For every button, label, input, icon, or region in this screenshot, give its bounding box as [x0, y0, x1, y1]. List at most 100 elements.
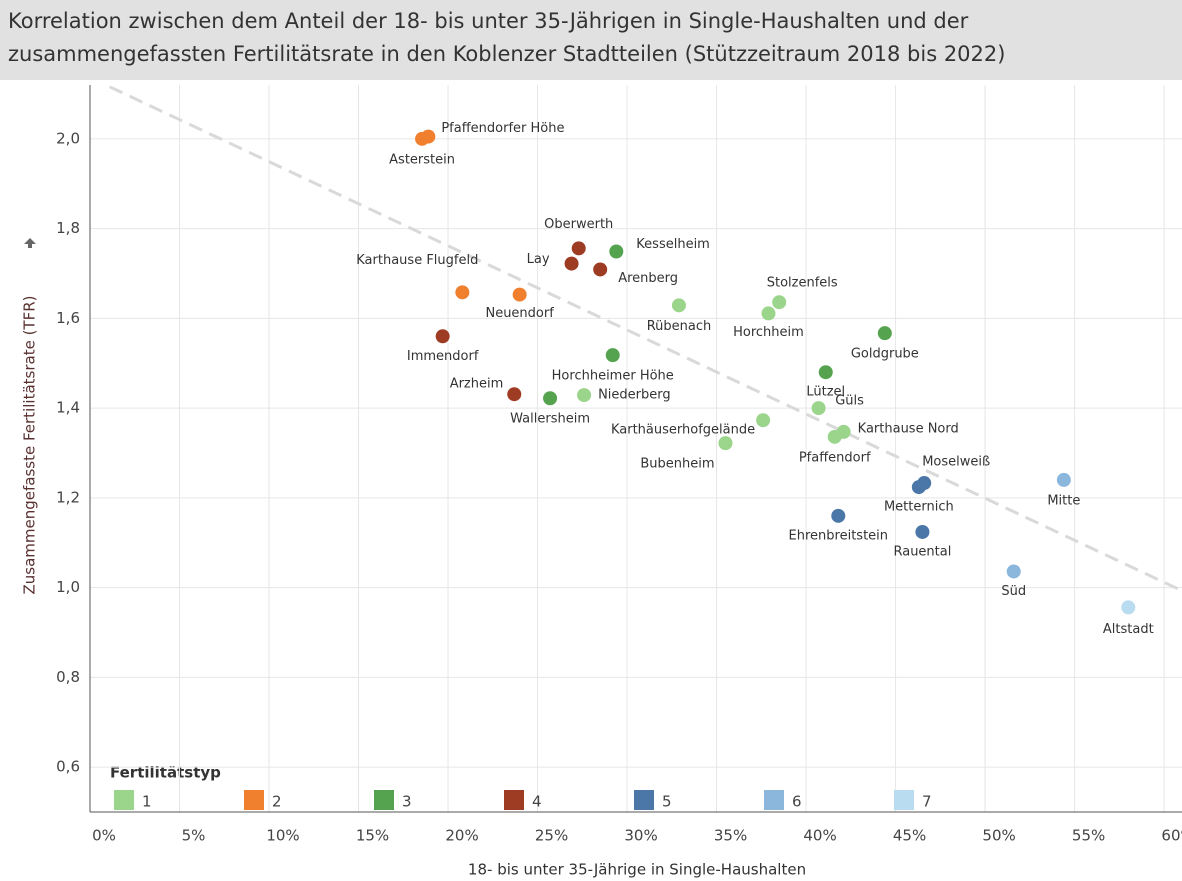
data-point: [512, 287, 527, 302]
legend-label: 4: [532, 793, 542, 811]
point-label: Karthause Flugfeld: [356, 253, 478, 268]
legend-label: 7: [922, 793, 932, 811]
data-point: [772, 295, 787, 310]
point-label: Pfaffendorf: [799, 450, 871, 465]
x-tick-label: 45%: [893, 827, 926, 845]
point-label: Arzheim: [450, 377, 504, 392]
point-label: Mitte: [1047, 493, 1080, 508]
x-axis-label: 18- bis unter 35-Jährige in Single-Haush…: [468, 861, 806, 879]
trend-line: [109, 85, 1182, 593]
point-label: Wallersheim: [510, 412, 590, 427]
data-point: [577, 388, 592, 403]
y-tick-label: 2,0: [56, 129, 80, 147]
point-label: Rauental: [893, 544, 951, 559]
legend-swatch: [244, 790, 264, 810]
data-point: [818, 365, 833, 380]
y-tick-label: 0,8: [56, 668, 80, 686]
pin-icon: [24, 238, 36, 248]
data-point: [761, 306, 776, 321]
data-point: [671, 298, 686, 313]
point-label: Stolzenfels: [767, 276, 838, 291]
point-label: Neuendorf: [485, 306, 554, 321]
title-background: [0, 0, 1182, 80]
legend-label: 2: [272, 793, 282, 811]
point-label: Kesselheim: [636, 237, 710, 252]
x-tick-label: 55%: [1072, 827, 1105, 845]
data-point: [756, 413, 771, 428]
y-axis-label: Zusammengefasste Fertilitätsrate (TFR): [21, 296, 39, 595]
y-tick-label: 0,6: [56, 758, 80, 776]
x-tick-label: 5%: [182, 827, 206, 845]
data-point: [811, 401, 826, 416]
x-tick-label: 50%: [982, 827, 1015, 845]
legend-label: 1: [142, 793, 152, 811]
point-label: Niederberg: [598, 388, 671, 403]
y-tick-label: 1,8: [56, 219, 80, 237]
data-point: [593, 262, 608, 277]
legend-swatch: [894, 790, 914, 810]
point-label: Horchheimer Höhe: [552, 369, 674, 384]
data-point: [1006, 564, 1021, 579]
point-label: Süd: [1001, 584, 1026, 599]
point-label: Karthäuserhofgelände: [611, 423, 755, 438]
point-label: Altstadt: [1103, 622, 1154, 637]
legend-title: Fertilitätstyp: [110, 764, 221, 782]
chart-title: zusammengefassten Fertilitätsrate in den…: [8, 42, 1005, 66]
legend-label: 3: [402, 793, 412, 811]
point-label: Bubenheim: [640, 457, 714, 472]
x-tick-label: 15%: [356, 827, 389, 845]
data-point: [718, 436, 733, 451]
data-point: [507, 387, 522, 402]
x-tick-label: 60%: [1161, 827, 1182, 845]
point-label: Goldgrube: [851, 347, 919, 362]
point-label: Moselweiß: [922, 455, 990, 470]
data-point: [831, 508, 846, 523]
x-tick-label: 20%: [445, 827, 478, 845]
point-label: Pfaffendorfer Höhe: [441, 121, 564, 136]
point-label: Ehrenbreitstein: [789, 528, 889, 543]
y-tick-label: 1,6: [56, 309, 80, 327]
legend-label: 6: [792, 793, 802, 811]
point-label: Metternich: [884, 500, 954, 515]
point-label: Güls: [835, 394, 864, 409]
legend-swatch: [504, 790, 524, 810]
y-tick-label: 1,4: [56, 399, 80, 417]
point-label: Asterstein: [389, 152, 455, 167]
point-label: Oberwerth: [544, 217, 613, 232]
point-label: Horchheim: [733, 325, 804, 340]
x-tick-label: 35%: [714, 827, 747, 845]
data-point: [543, 391, 558, 406]
point-label: Lützel: [806, 385, 845, 400]
x-tick-label: 25%: [535, 827, 568, 845]
point-label: Rübenach: [647, 319, 712, 334]
legend-swatch: [634, 790, 654, 810]
chart-title: Korrelation zwischen dem Anteil der 18- …: [8, 9, 969, 33]
x-tick-label: 10%: [266, 827, 299, 845]
legend-swatch: [764, 790, 784, 810]
data-point: [435, 329, 450, 344]
x-tick-label: 40%: [803, 827, 836, 845]
point-label: Karthause Nord: [858, 421, 959, 436]
data-point: [415, 131, 430, 146]
point-label: Arenberg: [618, 271, 678, 286]
data-point: [609, 244, 624, 259]
data-point: [564, 256, 579, 271]
data-point: [455, 285, 470, 300]
y-tick-label: 1,0: [56, 578, 80, 596]
legend-label: 5: [662, 793, 672, 811]
data-point: [827, 429, 842, 444]
y-tick-label: 1,2: [56, 488, 80, 506]
point-label: Lay: [527, 252, 550, 267]
legend-swatch: [374, 790, 394, 810]
data-point: [605, 348, 620, 363]
data-point: [915, 524, 930, 539]
data-point: [1121, 600, 1136, 615]
data-point: [911, 480, 926, 495]
x-tick-label: 30%: [624, 827, 657, 845]
legend-swatch: [114, 790, 134, 810]
data-point: [1056, 472, 1071, 487]
x-tick-label: 0%: [92, 827, 116, 845]
data-point: [877, 326, 892, 341]
